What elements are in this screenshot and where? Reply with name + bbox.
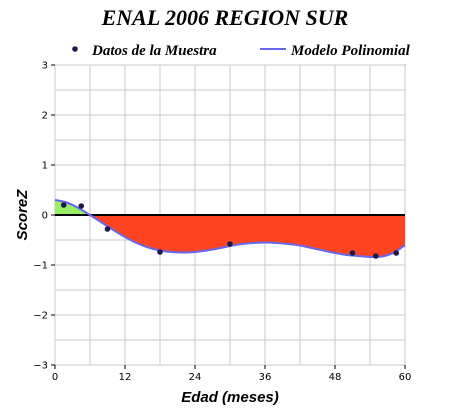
y-tick-label: 3: [42, 61, 48, 72]
x-tick-label: 0: [52, 372, 58, 383]
y-tick-label: −2: [33, 311, 48, 322]
data-point: [157, 249, 163, 255]
x-tick-label: 48: [329, 372, 342, 383]
x-axis-label: Edad (meses): [181, 389, 279, 406]
x-tick-label: 24: [189, 372, 202, 383]
data-point: [349, 250, 356, 256]
data-point: [227, 241, 233, 247]
data-point: [104, 226, 111, 232]
y-tick-label: 2: [42, 111, 48, 122]
x-tick-label: 60: [399, 372, 412, 383]
y-tick-label: −1: [33, 261, 48, 272]
data-point: [60, 202, 67, 208]
legend: Datos de la Muestra Modelo Polinomial: [72, 43, 411, 59]
chart-title: ENAL 2006 REGION SUR: [101, 5, 349, 30]
legend-marker-datos: [72, 46, 78, 52]
data-point: [373, 253, 379, 259]
x-tick-label: 12: [119, 372, 132, 383]
y-tick-label: −3: [33, 361, 48, 372]
y-tick-label: 1: [42, 161, 48, 172]
x-tick-label: 36: [259, 372, 272, 383]
legend-label-modelo: Modelo Polinomial: [290, 43, 411, 59]
y-axis-label: ScoreZ: [14, 189, 31, 241]
y-tick-label: 0: [42, 211, 48, 222]
legend-label-datos: Datos de la Muestra: [91, 43, 217, 59]
area-below-zero: [90, 215, 405, 257]
data-point: [393, 250, 400, 256]
data-point: [78, 203, 85, 209]
